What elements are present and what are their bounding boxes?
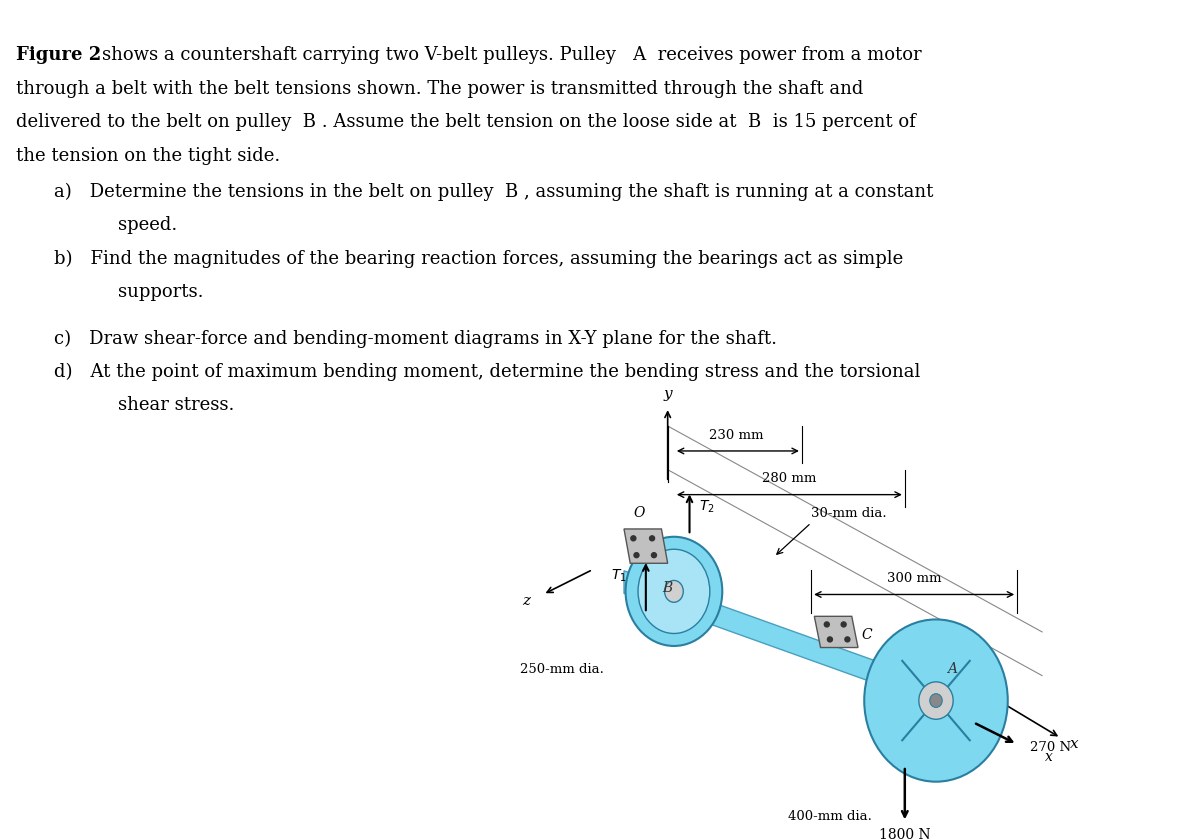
Text: c) Draw shear-force and bending-moment diagrams in X-Y plane for the shaft.: c) Draw shear-force and bending-moment d… bbox=[54, 329, 778, 348]
Text: 230 mm: 230 mm bbox=[709, 428, 763, 442]
Ellipse shape bbox=[919, 682, 953, 719]
Text: 250-mm dia.: 250-mm dia. bbox=[520, 663, 604, 676]
Text: delivered to the belt on pulley  B . Assume the belt tension on the loose side a: delivered to the belt on pulley B . Assu… bbox=[16, 113, 916, 131]
Text: 400-mm dia.: 400-mm dia. bbox=[788, 810, 872, 822]
Text: a) Determine the tensions in the belt on pulley  B , assuming the shaft is runni: a) Determine the tensions in the belt on… bbox=[54, 182, 934, 201]
Text: shows a countershaft carrying two V-belt pulleys. Pulley   A  receives power fro: shows a countershaft carrying two V-belt… bbox=[102, 46, 922, 64]
Text: through a belt with the belt tensions shown. The power is transmitted through th: through a belt with the belt tensions sh… bbox=[16, 80, 863, 97]
Text: A: A bbox=[947, 663, 956, 676]
Circle shape bbox=[824, 622, 829, 627]
Text: 270 N: 270 N bbox=[1030, 741, 1070, 753]
Text: 30-mm dia.: 30-mm dia. bbox=[811, 507, 887, 520]
Text: 300 mm: 300 mm bbox=[887, 572, 942, 585]
Text: 1800 N: 1800 N bbox=[878, 828, 931, 840]
Circle shape bbox=[841, 622, 846, 627]
Text: d) At the point of maximum bending moment, determine the bending stress and the : d) At the point of maximum bending momen… bbox=[54, 363, 920, 381]
Text: $T_1$: $T_1$ bbox=[611, 568, 628, 584]
Text: $T_2$: $T_2$ bbox=[698, 499, 714, 515]
Circle shape bbox=[652, 553, 656, 558]
Text: shear stress.: shear stress. bbox=[118, 396, 234, 414]
Ellipse shape bbox=[625, 537, 722, 646]
Polygon shape bbox=[624, 570, 998, 727]
Text: O: O bbox=[634, 506, 646, 520]
Text: 280 mm: 280 mm bbox=[762, 472, 816, 486]
Circle shape bbox=[649, 536, 654, 541]
Ellipse shape bbox=[638, 549, 710, 633]
Circle shape bbox=[631, 536, 636, 541]
Circle shape bbox=[634, 553, 638, 558]
Text: B: B bbox=[662, 581, 673, 596]
Text: speed.: speed. bbox=[118, 216, 176, 234]
Text: Figure 2: Figure 2 bbox=[16, 46, 101, 64]
Polygon shape bbox=[624, 529, 667, 564]
Text: the tension on the tight side.: the tension on the tight side. bbox=[16, 147, 280, 165]
Ellipse shape bbox=[930, 694, 942, 707]
Text: x: x bbox=[1070, 738, 1079, 751]
Ellipse shape bbox=[665, 580, 683, 602]
Polygon shape bbox=[815, 617, 858, 648]
Text: supports.: supports. bbox=[118, 283, 203, 301]
Text: z: z bbox=[522, 594, 530, 607]
Text: y: y bbox=[664, 387, 672, 401]
Circle shape bbox=[845, 637, 850, 642]
Ellipse shape bbox=[864, 619, 1008, 782]
Text: x: x bbox=[1045, 750, 1054, 764]
Text: b) Find the magnitudes of the bearing reaction forces, assuming the bearings act: b) Find the magnitudes of the bearing re… bbox=[54, 249, 904, 268]
Circle shape bbox=[828, 637, 833, 642]
Text: C: C bbox=[862, 628, 871, 642]
